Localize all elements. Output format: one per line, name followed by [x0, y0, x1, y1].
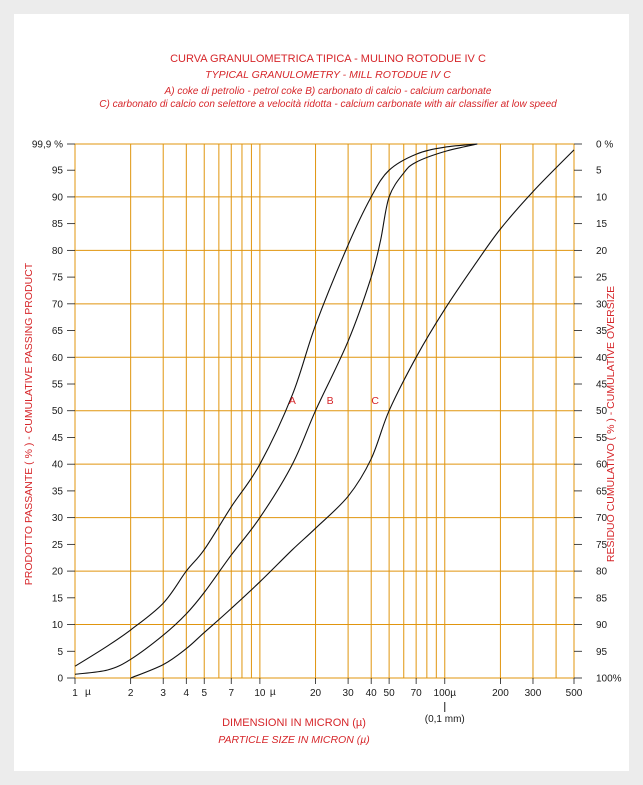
y-left-tick-label: 95 — [52, 166, 64, 177]
x-tick-label: 10 — [254, 688, 266, 699]
y-left-tick-label: 90 — [52, 192, 64, 203]
y-left-tick-label: 30 — [52, 513, 64, 524]
x-unit-mark: µ — [270, 687, 276, 698]
x-tick-label: 3 — [160, 688, 166, 699]
x-tick-label: 20 — [310, 688, 322, 699]
y-left-tick-label: 85 — [52, 219, 64, 230]
x-tick-label: 70 — [411, 688, 423, 699]
curve-label-A: A — [289, 395, 296, 407]
y-left-tick-label: 99,9 % — [32, 140, 63, 151]
y-right-tick-label: 60 — [596, 460, 608, 471]
granulometry-chart: CURVA GRANULOMETRICA TIPICA - MULINO ROT… — [23, 53, 622, 746]
y-left-tick-label: 0 — [57, 674, 63, 685]
x-axis-ticks: 1 2 3 4 5 7 10 20 30 40 50 70 100µ 200 300 500 µ µ — [72, 678, 583, 699]
y-right-tick-label: 65 — [596, 486, 608, 497]
y-right-tick-label: 5 — [596, 166, 602, 177]
y-left-tick-label: 15 — [52, 593, 64, 604]
x-tick-label: 300 — [525, 688, 542, 699]
y-left-tick-label: 50 — [52, 406, 64, 417]
y-right-tick-label: 10 — [596, 192, 608, 203]
y-left-tick-label: 65 — [52, 326, 64, 337]
x-tick-label: 40 — [366, 688, 378, 699]
y-right-tick-label: 70 — [596, 513, 608, 524]
y-right-tick-label: 50 — [596, 406, 608, 417]
y-right-tick-label: 35 — [596, 326, 608, 337]
y-left-tick-label: 70 — [52, 299, 64, 310]
x-unit-mark: µ — [85, 687, 91, 698]
right-axis-ticks: 0 % 5 10 15 20 25 30 35 40 45 50 55 60 65 70 75 80 85 90 95… — [574, 140, 622, 685]
y-right-tick-label: 30 — [596, 299, 608, 310]
y-right-tick-label: 20 — [596, 246, 608, 257]
curve-A — [74, 143, 478, 667]
y-right-tick-label: 55 — [596, 433, 608, 444]
curve-label-C: C — [371, 395, 379, 407]
y-right-tick-label: 15 — [596, 219, 608, 230]
y-left-tick-label: 35 — [52, 486, 64, 497]
left-axis-ticks: 0 5 10 15 20 25 30 35 40 45 50 55 60 65 70 75 80 85 90 95 99… — [32, 140, 75, 685]
y-right-tick-label: 40 — [596, 353, 608, 364]
y-right-tick-label: 100% — [596, 674, 622, 685]
x-tick-label: 1 — [72, 688, 78, 699]
curve-label-B: B — [327, 395, 334, 407]
x-tick-label: 100µ — [434, 688, 457, 699]
y-left-tick-label: 40 — [52, 460, 64, 471]
y-left-tick-label: 55 — [52, 380, 64, 391]
x-tick-label: 30 — [343, 688, 355, 699]
x-tick-label: 2 — [128, 688, 134, 699]
y-right-tick-label: 90 — [596, 620, 608, 631]
x-tick-label: 200 — [492, 688, 509, 699]
x-tick-label: 500 — [566, 688, 583, 699]
y-right-tick-label: 0 % — [596, 140, 613, 151]
y-axis-label-right: RESIDUO CUMULATIVO ( % ) - CUMULATIVE OV… — [605, 286, 617, 562]
y-right-tick-label: 25 — [596, 273, 608, 284]
y-left-tick-label: 25 — [52, 540, 64, 551]
y-left-tick-label: 80 — [52, 246, 64, 257]
curve-labels: A B C — [289, 395, 379, 407]
curves — [74, 143, 575, 679]
y-left-tick-label: 75 — [52, 273, 64, 284]
y-right-tick-label: 45 — [596, 380, 608, 391]
x-tick-label: 7 — [228, 688, 234, 699]
chart-card: CURVA GRANULOMETRICA TIPICA - MULINO ROT… — [14, 14, 629, 771]
horizontal-gridlines — [75, 143, 574, 679]
y-left-tick-label: 20 — [52, 567, 64, 578]
y-right-tick-label: 80 — [596, 567, 608, 578]
curve-C — [130, 149, 575, 679]
y-right-tick-label: 95 — [596, 647, 608, 658]
x-tick-label: 50 — [384, 688, 396, 699]
y-axis-label-left: PRODOTTO PASSANTE ( % ) - CUMULATIVE PAS… — [23, 262, 35, 585]
curve-B — [74, 143, 478, 675]
y-right-tick-label: 85 — [596, 593, 608, 604]
legend-line-c: C) carbonato di calcio con selettore a v… — [99, 99, 557, 110]
y-left-tick-label: 5 — [57, 647, 63, 658]
y-left-tick-label: 60 — [52, 353, 64, 364]
x-note: (0,1 mm) — [425, 714, 465, 725]
chart-subtitle: TYPICAL GRANULOMETRY - MILL ROTODUE IV C — [205, 69, 451, 81]
x-axis-label-en: PARTICLE SIZE IN MICRON (µ) — [218, 734, 370, 746]
y-left-tick-label: 10 — [52, 620, 64, 631]
x-axis-label: DIMENSIONI IN MICRON (µ) — [222, 717, 366, 729]
y-left-tick-label: 45 — [52, 433, 64, 444]
x-tick-label: 5 — [201, 688, 207, 699]
chart-title: CURVA GRANULOMETRICA TIPICA - MULINO ROT… — [170, 53, 486, 65]
y-right-tick-label: 75 — [596, 540, 608, 551]
legend-line-ab: A) coke di petrolio - petrol coke B) car… — [164, 86, 492, 97]
x-tick-label: 4 — [184, 688, 190, 699]
